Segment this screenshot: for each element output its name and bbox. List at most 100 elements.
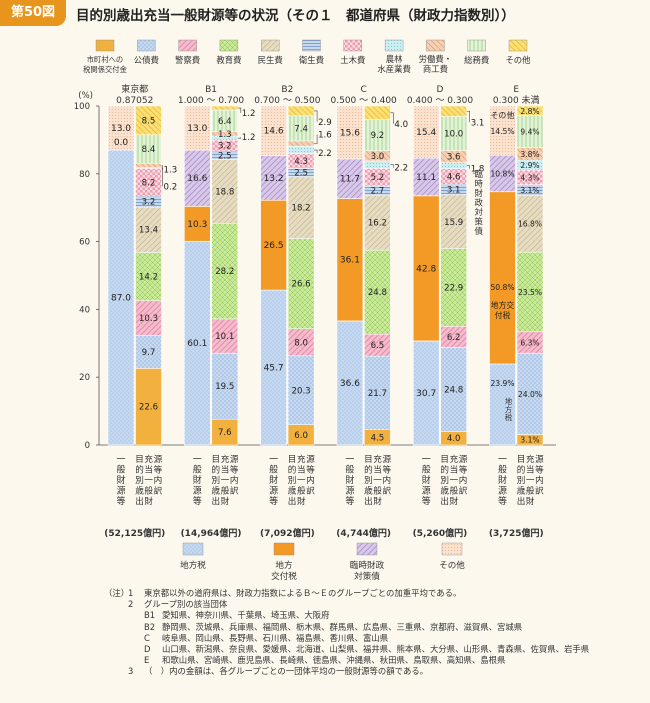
revenue-segment: [107, 149, 135, 446]
expenditure-segment: [287, 105, 315, 117]
note-2-number: 2: [128, 599, 134, 610]
expenditure-column-label-char: 源: [459, 454, 468, 465]
group-range: 0.87052: [116, 96, 153, 106]
legend-label: 公債費: [134, 55, 159, 65]
d-temp-bond-callout-char: 時: [475, 178, 484, 188]
expenditure-segment: [211, 318, 239, 354]
revenue-value-label: 13.0: [187, 124, 207, 134]
revenue-column-label-char: 一: [116, 455, 125, 465]
note-1-text: 東京都以外の道府県は、財政力指数によるＢ～Ｅのグループごとの加重平均である。: [144, 588, 462, 598]
expenditure-value-label: 1.3: [218, 130, 232, 140]
expenditure-value-label: 4.0: [447, 434, 461, 444]
legend-swatch: [384, 39, 404, 52]
note-group-code: D: [144, 644, 151, 655]
revenue-segment: [336, 198, 364, 322]
revenue-bar: [260, 105, 287, 446]
expenditure-column-label: 目的別歳出: [211, 454, 220, 507]
expenditure-value-label: 3.1: [447, 186, 461, 196]
revenue-value-label: 15.4: [416, 128, 436, 138]
revenue-value-label: 23.9%: [490, 379, 514, 388]
expenditure-column-label-char: 財: [297, 495, 306, 507]
legend-swatch: [343, 39, 362, 52]
revenue-column-label-char: 等: [422, 495, 431, 507]
group-total: (7,092億円): [260, 527, 315, 539]
note-group-code: B1: [144, 610, 156, 621]
expenditure-value-label: 0.2: [164, 182, 178, 192]
expenditure-value-label: 3.0: [371, 152, 385, 162]
legend-label: 労働費・商工費: [419, 54, 453, 74]
legend-swatch: [426, 39, 445, 52]
callout-leader: [314, 134, 318, 144]
expenditure-column-label-char: 出: [211, 495, 220, 507]
figure-number: 第50図: [0, 0, 66, 26]
revenue-value-label: 10.8%: [490, 169, 514, 178]
revenue-value-label: 87.0: [111, 294, 131, 304]
expenditure-value-label: 21.7: [368, 389, 387, 399]
expenditure-column-label-char: 目: [135, 454, 144, 465]
expenditure-column-label-char: 般: [450, 485, 459, 497]
callout-leader: [390, 164, 394, 168]
note-group-c: C 岐阜県、岡山県、長野県、石川県、福島県、香川県、富山県: [104, 633, 644, 644]
expenditure-value-label: 24.0%: [518, 390, 542, 399]
revenue-column-label-char: 等: [498, 495, 507, 507]
expenditure-value-label: 3.1: [471, 118, 485, 128]
expenditure-column-label-char: 源: [382, 454, 391, 465]
revenue-segment: [489, 105, 516, 156]
d-temp-bond-callout-char: 臨: [475, 169, 483, 179]
expenditure-column-label: 充当一般財: [526, 453, 535, 507]
revenue-legend-swatch: [441, 542, 463, 556]
expenditure-column-label-char: 歳: [211, 485, 220, 497]
expenditure-column-label-char: 訳: [154, 485, 163, 497]
expenditure-column-label-char: 一: [221, 476, 230, 486]
note-group-b2: B2 静岡県、茨城県、兵庫県、福岡県、栃木県、群馬県、広島県、三重県、京都府、滋…: [104, 622, 644, 633]
expenditure-segment: [287, 176, 315, 239]
revenue-column-label-char: 財: [193, 474, 202, 486]
expenditure-bar: [287, 105, 315, 446]
y-tick-label: 80: [79, 170, 90, 180]
d-temp-bond-callout-char: 策: [475, 216, 484, 226]
expenditure-value-label: 5.2: [371, 173, 385, 183]
expenditure-value-label: 8.5: [142, 116, 156, 126]
expenditure-column-label-char: 財: [450, 495, 459, 507]
expenditure-value-label: 9.7: [142, 348, 156, 358]
revenue-segment: [336, 320, 364, 446]
expenditure-segment: [211, 105, 239, 111]
expenditure-segment: [287, 115, 315, 142]
expenditure-column-label-char: 歳: [135, 485, 144, 497]
group-name: D: [436, 85, 443, 95]
revenue-value-label: 13.2: [264, 174, 284, 184]
legend-label: その他: [505, 55, 531, 65]
callout-leader: [161, 165, 163, 170]
bar-group: E0.300 未満 23.9% 50.8% 10.8% 14.5% 地方税 地方交付税 その他…: [489, 85, 544, 539]
note-group-text: 山口県、新潟県、奈良県、愛媛県、北海道、山梨県、福井県、熊本県、大分県、山形県、…: [162, 644, 590, 655]
expenditure-column-label-char: 歳: [517, 485, 526, 497]
expenditure-column-label: 充当一般財: [297, 453, 306, 507]
expenditure-value-label: 16.2: [368, 219, 387, 229]
revenue-segment: [412, 105, 440, 159]
revenue-column-label-char: 財: [269, 474, 278, 486]
revenue-column-label-char: 般: [498, 464, 507, 476]
revenue-column-label-char: 一: [345, 455, 354, 465]
revenue-segment: [260, 199, 287, 291]
revenue-value-label: 16.6: [187, 174, 207, 184]
title-bar: 第50図 目的別歳出充当一般財源等の状況（その１ 都道府県（財政力指数別））: [0, 0, 650, 28]
expenditure-column-label-char: 般: [144, 485, 153, 497]
expenditure-column-label-char: 般: [526, 485, 535, 497]
revenue-value-label: 45.7: [264, 364, 284, 374]
expenditure-value-label: 1.8: [471, 165, 485, 175]
expenditure-segment: [364, 355, 391, 430]
expenditure-column-label-char: 的: [135, 464, 144, 476]
expenditure-value-label: 3.1%: [520, 186, 539, 195]
expenditure-column-label: 充当一般財: [144, 453, 153, 507]
group-total: (5,260億円): [413, 527, 468, 539]
expenditure-column-label-char: 充: [297, 453, 306, 465]
revenue-column-label-char: 等: [116, 495, 125, 507]
revenue-column-label-char: 等: [269, 495, 278, 507]
expenditure-value-label: 3.1%: [520, 436, 539, 445]
legend-label: 土木費: [340, 55, 365, 65]
expenditure-segment: [516, 352, 544, 435]
inbar-local-tax-label-char: 地: [505, 397, 512, 406]
expenditure-column-label-char: 別: [211, 475, 220, 486]
